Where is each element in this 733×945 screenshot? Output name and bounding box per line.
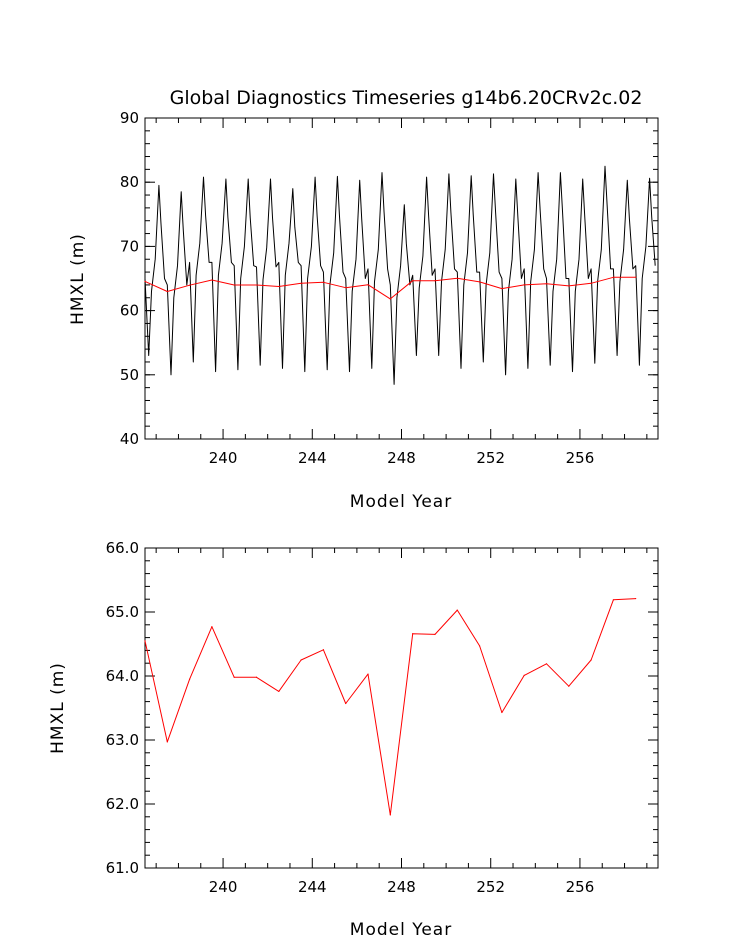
plot-frame [144,117,659,440]
x-axis-label: Model Year [350,920,452,940]
data-point [635,276,637,278]
data-point [233,676,235,678]
tick-marks [145,117,658,440]
data-point [590,659,592,661]
data-point [278,690,280,692]
panel-bottom: 61.0 62.0 63.0 64.0 65.0 66.0 240 244 248 252 256… [48,539,659,940]
data-point [166,290,168,293]
y-tick-labels: 61.0 62.0 63.0 64.0 65.0 66.0 [106,539,139,877]
y-tick-label: 61.0 [106,859,139,877]
series-group [144,165,656,385]
x-tick-label: 240 [209,449,238,467]
chart-title: Global Diagnostics Timeseries g14b6.20CR… [170,87,643,109]
x-tick-label: 256 [566,878,595,896]
data-point [478,281,481,283]
data-point [255,284,258,286]
y-tick-label: 90 [120,109,139,127]
data-point [590,282,592,284]
x-tick-label: 240 [209,878,238,896]
data-point [412,280,414,282]
data-point [278,285,280,288]
data-point [233,284,235,286]
data-point [456,277,458,279]
data-point [144,640,146,642]
y-tick-label: 60 [120,302,139,320]
y-tick-label: 70 [120,237,139,255]
x-tick-label: 244 [298,878,327,896]
y-tick-label: 62.0 [106,795,139,813]
y-tick-label: 64.0 [106,667,139,685]
data-point [255,676,258,678]
data-point [144,280,146,282]
series-group [144,597,637,816]
data-point [545,663,548,665]
data-point [568,285,570,287]
x-tick-label: 252 [476,449,505,467]
data-point [478,645,481,647]
data-point [389,814,391,816]
data-point [166,741,168,743]
data-point [367,284,369,286]
y-tick-label: 80 [120,173,139,191]
data-point [635,597,637,600]
data-point [523,674,525,676]
data-point [389,298,391,300]
data-point [434,633,436,636]
data-point [322,281,325,283]
y-tick-labels: 40 50 60 70 80 90 [120,109,139,448]
y-tick-label: 65.0 [106,603,139,621]
panel-top: Global Diagnostics Timeseries g14b6.20CR… [68,87,659,512]
y-tick-label: 66.0 [106,539,139,557]
x-tick-label: 256 [566,449,595,467]
data-point [568,685,570,687]
x-tick-label: 248 [387,878,416,896]
x-axis-label: Model Year [350,492,452,512]
data-point [367,673,369,675]
y-tick-label: 40 [120,430,139,448]
x-tick-label: 244 [298,449,327,467]
data-point [501,287,503,290]
x-tick-label: 252 [476,878,505,896]
data-point [545,283,548,285]
data-point [345,702,347,705]
plot-frame [144,547,659,869]
x-tick-labels: 240 244 248 252 256 [209,449,595,467]
data-point [434,280,436,282]
tick-marks [145,547,658,869]
series-line-annual-mean [144,598,636,816]
data-point [523,284,525,286]
data-point [612,276,614,278]
y-tick-label: 63.0 [106,731,139,749]
y-axis-label: HMXL (m) [68,233,88,325]
data-point [322,649,325,651]
y-axis-label: HMXL (m) [48,662,68,754]
data-point [189,678,191,680]
x-tick-label: 248 [387,449,416,467]
data-point [501,711,503,714]
x-tick-labels: 240 244 248 252 256 [209,878,595,896]
series-line-monthly [144,165,656,385]
data-point [612,599,614,601]
data-point [300,282,302,284]
data-point [412,633,414,635]
data-point [189,284,191,286]
y-tick-label: 50 [120,366,139,384]
data-point [300,659,302,661]
data-point [211,279,213,281]
data-point [211,626,213,628]
data-point [345,287,347,289]
data-point [456,609,458,611]
